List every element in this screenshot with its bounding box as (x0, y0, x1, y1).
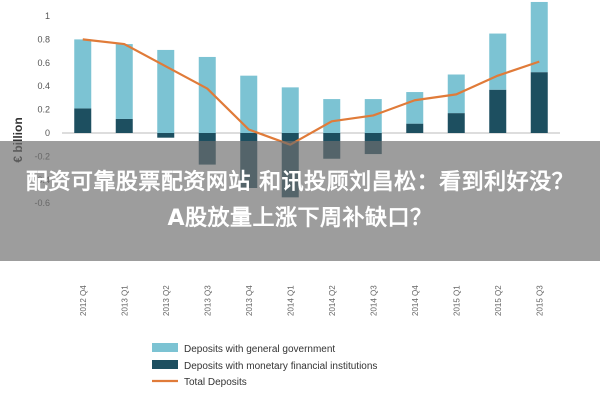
x-axis-tick-labels: 2012 Q4 2013 Q1 2013 Q2 2013 Q3 2013 Q4 2014 … (79, 285, 545, 316)
bar-monetary-institutions (530, 72, 548, 133)
x-tick-label: 2015 Q1 (452, 285, 461, 316)
overlay-headline: 配资可靠股票配资网站 和讯投顾刘昌松：看到利好没？A股放量上涨下周补缺口？ (25, 170, 575, 231)
bar-general-government (406, 92, 424, 124)
x-tick-label: 2013 Q3 (203, 285, 212, 316)
legend: Deposits with general government Deposits… (152, 343, 377, 388)
y-tick-label: 0.4 (37, 81, 50, 91)
legend-swatch (152, 343, 178, 352)
legend-label: Deposits with monetary financial institu… (184, 361, 377, 372)
bar-monetary-institutions (115, 118, 133, 133)
x-tick-label: 2013 Q4 (245, 285, 254, 316)
bar-general-government (530, 1, 548, 73)
bar-monetary-institutions (74, 108, 92, 133)
x-tick-label: 2014 Q1 (286, 285, 295, 316)
bar-general-government (157, 49, 175, 133)
y-tick-label: 0.6 (37, 58, 50, 68)
legend-label: Total Deposits (184, 377, 247, 388)
x-tick-label: 2014 Q4 (411, 285, 420, 316)
y-tick-label: 0.2 (37, 105, 50, 115)
x-tick-label: 2015 Q3 (535, 285, 544, 316)
bar-general-government (115, 44, 133, 119)
x-tick-label: 2013 Q1 (120, 285, 129, 316)
bar-general-government (240, 75, 258, 133)
overlay-banner: 配资可靠股票配资网站 和讯投顾刘昌松：看到利好没？A股放量上涨下周补缺口？ (0, 141, 600, 261)
x-tick-label: 2015 Q2 (494, 285, 503, 316)
total-deposits-line (82, 38, 540, 146)
bar-monetary-institutions (157, 133, 175, 138)
bar-general-government (281, 87, 299, 133)
bar-monetary-institutions (447, 113, 465, 133)
bar-general-government (198, 56, 216, 134)
x-tick-label: 2014 Q2 (328, 285, 337, 316)
bar-monetary-institutions (489, 89, 507, 133)
total-line-layer (82, 38, 540, 146)
x-tick-label: 2013 Q2 (162, 285, 171, 316)
legend-swatch (152, 360, 178, 369)
x-tick-label: 2014 Q3 (369, 285, 378, 316)
y-tick-label: 1 (45, 11, 50, 21)
y-tick-label: 0 (45, 128, 50, 138)
bar-general-government (74, 39, 92, 109)
bar-monetary-institutions (406, 123, 424, 133)
bar-general-government (489, 33, 507, 90)
bar-general-government (323, 99, 341, 133)
y-tick-label: 0.8 (37, 34, 50, 44)
x-tick-label: 2012 Q4 (79, 285, 88, 316)
legend-label: Deposits with general government (184, 344, 335, 355)
